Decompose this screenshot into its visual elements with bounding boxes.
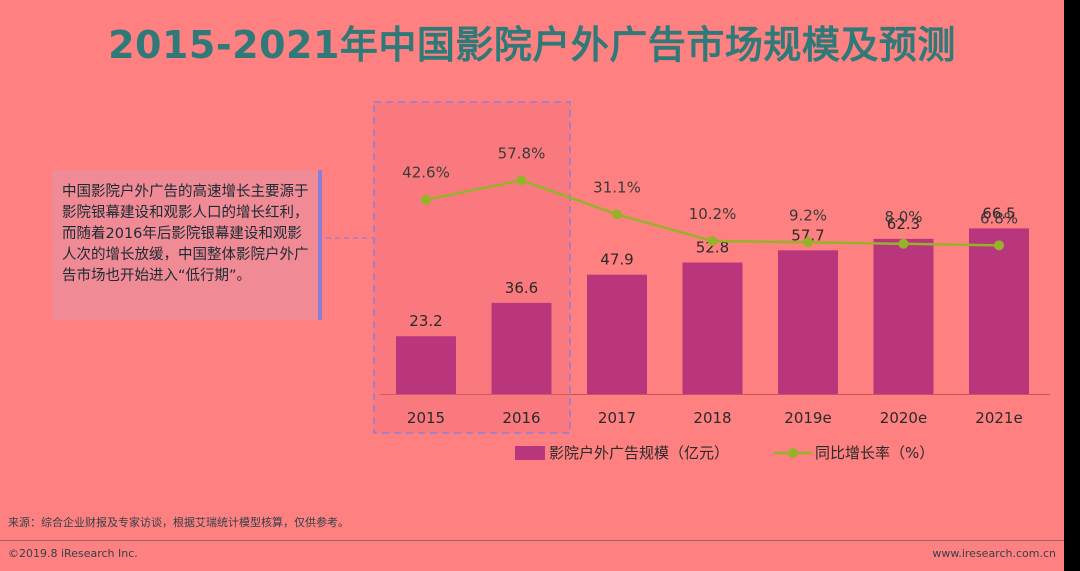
bar — [682, 262, 743, 394]
growth-rate-label: 9.2% — [789, 206, 827, 224]
growth-point — [421, 194, 431, 205]
x-tick-label: 2019e — [784, 409, 831, 427]
source-note: 来源：综合企业财报及专家访谈，根据艾瑞统计模型核算，仅供参考。 — [8, 516, 349, 529]
growth-rate-label: 57.8% — [498, 144, 546, 162]
growth-point — [994, 240, 1004, 251]
bar-value-label: 36.6 — [505, 279, 538, 297]
annotation-note: 中国影院户外广告的高速增长主要源于影院银幕建设和观影人口的增长红利，而随着201… — [52, 170, 322, 320]
bar — [491, 302, 552, 394]
x-tick-label: 2021e — [975, 409, 1022, 427]
bar — [969, 228, 1029, 394]
footer-divider — [0, 540, 1064, 541]
growth-point — [612, 209, 622, 220]
growth-rate-label: 6.8% — [980, 209, 1018, 227]
growth-rate-label: 10.2% — [689, 205, 737, 223]
growth-point — [516, 175, 527, 186]
bar-value-label: 23.2 — [409, 312, 442, 330]
growth-point — [803, 237, 813, 248]
x-tick-label: 2020e — [880, 409, 927, 427]
bar — [778, 250, 838, 394]
bar — [396, 336, 456, 394]
x-tick-label: 2016 — [502, 409, 540, 427]
growth-rate-label: 8.0% — [884, 208, 922, 226]
bar-value-label: 62.3 — [887, 215, 920, 233]
bar-value-label: 66.5 — [982, 204, 1015, 222]
bar — [873, 238, 934, 394]
chart: 23.2 2015 36.6 2016 47.9 2017 52.8 2018 57.7 2019… — [326, 101, 1050, 462]
growth-point — [707, 235, 718, 246]
bar-value-label: 47.9 — [600, 251, 633, 269]
growth-point — [898, 238, 909, 249]
bar — [587, 274, 647, 394]
growth-rate-label: 42.6% — [402, 164, 450, 182]
copyright: ©2019.8 iResearch Inc. — [8, 547, 138, 560]
website: www.iresearch.com.cn — [932, 547, 1056, 560]
bar-value-label: 52.8 — [696, 239, 729, 257]
bar-value-label: 57.7 — [791, 226, 824, 244]
chart-title: 2015-2021年中国影院户外广告市场规模及预测 — [108, 23, 956, 67]
x-tick-label: 2018 — [693, 409, 731, 427]
legend-bar-swatch — [515, 446, 545, 460]
x-tick-label: 2015 — [407, 409, 445, 427]
x-tick-label: 2017 — [598, 409, 636, 427]
legend-bar-label: 影院户外广告规模（亿元） — [549, 444, 729, 462]
legend-line-marker — [788, 448, 798, 458]
legend-line-label: 同比增长率（%） — [815, 444, 934, 462]
growth-rate-label: 31.1% — [593, 178, 641, 196]
